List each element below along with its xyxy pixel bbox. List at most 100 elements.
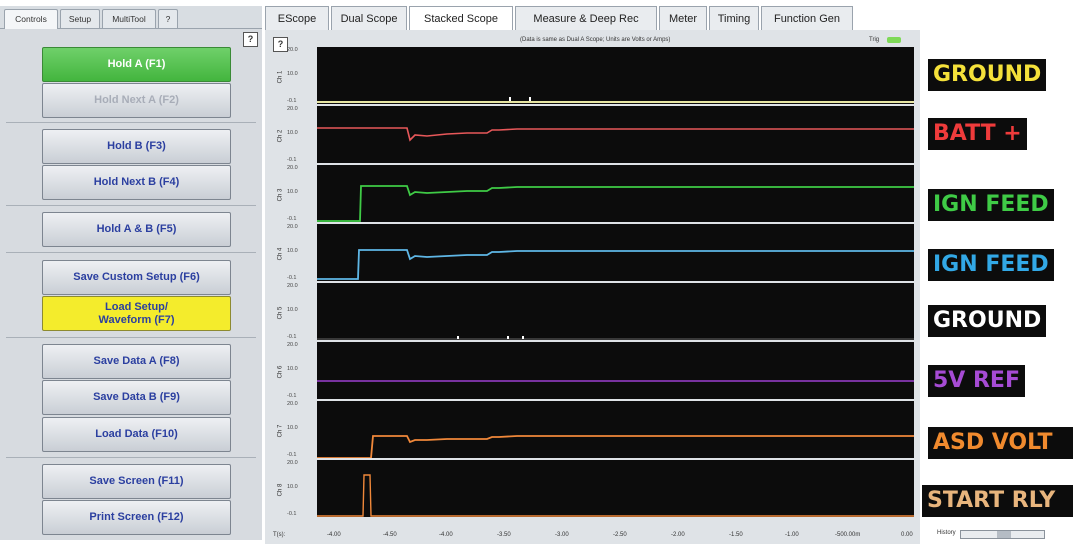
channel-label: Ch 2 [277, 129, 283, 142]
slider-thumb[interactable] [997, 531, 1011, 538]
left-tab-controls[interactable]: Controls [4, 9, 58, 29]
y-tick: 10.0 [287, 366, 298, 372]
channel-7: Ch 7 20.0 10.0 -0.1 [265, 401, 920, 460]
channel-4-trace [317, 249, 914, 280]
y-tick: 10.0 [287, 71, 298, 77]
y-tick: 20.0 [287, 224, 298, 230]
y-tick: -0.1 [287, 452, 297, 458]
tab-function-gen[interactable]: Function Gen [761, 6, 853, 30]
y-tick: -0.1 [287, 393, 297, 399]
tab-escope[interactable]: EScope [265, 6, 329, 30]
y-tick: -0.1 [287, 216, 297, 222]
y-tick: 20.0 [287, 47, 298, 53]
save-screen-button[interactable]: Save Screen (F11) [42, 464, 231, 499]
x-axis-label: T(s): [273, 532, 286, 538]
tab-meter[interactable]: Meter [659, 6, 707, 30]
channel-label: Ch 5 [277, 306, 283, 319]
channel-label: Ch 3 [277, 188, 283, 201]
noise-mark [507, 336, 509, 339]
channel-3-trace [317, 185, 914, 222]
signal-label-5v-ref: 5V REF [928, 365, 1025, 397]
scope-tab-bar: EScope Dual Scope Stacked Scope Measure … [265, 6, 1073, 30]
signal-label-batt: BATT + [928, 118, 1027, 150]
x-tick: -4.00 [327, 532, 341, 538]
tab-stacked-scope[interactable]: Stacked Scope [409, 6, 513, 30]
x-tick: -3.00 [555, 532, 569, 538]
divider [6, 252, 256, 253]
history-label: History [937, 530, 956, 536]
left-tab-bar: Controls Setup MultiTool ? [0, 6, 262, 29]
y-tick: 20.0 [287, 283, 298, 289]
history-slider[interactable] [960, 530, 1045, 539]
help-button[interactable]: ? [243, 32, 258, 47]
channel-label: Ch 1 [277, 70, 283, 83]
y-tick: 20.0 [287, 401, 298, 407]
signal-label-start-rly: START RLY [922, 485, 1073, 517]
noise-mark [509, 97, 511, 101]
load-data-button[interactable]: Load Data (F10) [42, 417, 231, 452]
noise-mark [529, 97, 531, 101]
hold-next-a-button[interactable]: Hold Next A (F2) [42, 83, 231, 118]
y-tick: 10.0 [287, 425, 298, 431]
x-tick: -1.50 [729, 532, 743, 538]
channel-label: Ch 6 [277, 365, 283, 378]
y-tick: 10.0 [287, 248, 298, 254]
noise-mark [522, 336, 524, 339]
y-tick: 10.0 [287, 189, 298, 195]
channel-6: Ch 6 20.0 10.0 -0.1 [265, 342, 920, 401]
y-tick: -0.1 [287, 98, 297, 104]
tab-measure-deep-rec[interactable]: Measure & Deep Rec [515, 6, 657, 30]
x-tick: -2.00 [671, 532, 685, 538]
signal-label-ign-feed-2: IGN FEED [928, 249, 1054, 281]
channel-1-plot [317, 47, 914, 104]
y-tick: 20.0 [287, 460, 298, 466]
y-tick: 10.0 [287, 484, 298, 490]
channel-3-plot [317, 165, 914, 222]
y-tick: 10.0 [287, 130, 298, 136]
save-custom-setup-button[interactable]: Save Custom Setup (F6) [42, 260, 231, 295]
channel-4-plot [317, 224, 914, 281]
channel-2: Ch 2 20.0 10.0 -0.1 [265, 106, 920, 165]
hold-a-and-b-button[interactable]: Hold A & B (F5) [42, 212, 231, 247]
channel-label: Ch 8 [277, 483, 283, 496]
channel-3: Ch 3 20.0 10.0 -0.1 [265, 165, 920, 224]
channel-label: Ch 7 [277, 424, 283, 437]
channel-label: Ch 4 [277, 247, 283, 260]
hold-next-b-button[interactable]: Hold Next B (F4) [42, 165, 231, 200]
x-tick: -500.00m [835, 532, 861, 538]
controls-panel: ? Hold A (F1) Hold Next A (F2) Hold B (F… [0, 29, 262, 540]
trig-label: Trig [869, 37, 880, 43]
save-data-a-button[interactable]: Save Data A (F8) [42, 344, 231, 379]
hold-b-button[interactable]: Hold B (F3) [42, 129, 231, 164]
scope-help-button[interactable]: ? [273, 37, 288, 52]
y-tick: 20.0 [287, 165, 298, 171]
x-tick: 0.00 [901, 532, 913, 538]
tab-dual-scope[interactable]: Dual Scope [331, 6, 407, 30]
noise-mark [457, 336, 459, 339]
print-screen-button[interactable]: Print Screen (F12) [42, 500, 231, 535]
channel-5-plot [317, 283, 914, 340]
stacked-scope: ? (Data is same as Dual A Scope; Units a… [265, 30, 920, 544]
x-tick: -1.00 [785, 532, 799, 538]
load-setup-waveform-button[interactable]: Load Setup/ Waveform (F7) [42, 296, 231, 331]
left-tab-setup[interactable]: Setup [60, 9, 100, 28]
signal-label-asd-volt: ASD VOLT [928, 427, 1073, 459]
channel-1: Ch 1 20.0 10.0 -0.1 [265, 47, 920, 106]
channel-4: Ch 4 20.0 10.0 -0.1 [265, 224, 920, 283]
signal-label-ign-feed-1: IGN FEED [928, 189, 1054, 221]
channel-5: Ch 5 20.0 10.0 -0.1 [265, 283, 920, 342]
left-tab-multitool[interactable]: MultiTool [102, 9, 156, 28]
channel-7-trace [317, 435, 914, 458]
scope-caption: (Data is same as Dual A Scope; Units are… [520, 37, 671, 43]
y-tick: -0.1 [287, 157, 297, 163]
channel-8-plot [317, 460, 914, 517]
channel-2-trace [317, 127, 914, 142]
hold-a-button[interactable]: Hold A (F1) [42, 47, 231, 82]
tab-timing[interactable]: Timing [709, 6, 759, 30]
signal-label-ground-2: GROUND [928, 305, 1047, 337]
left-tab-help[interactable]: ? [158, 9, 178, 28]
save-data-b-button[interactable]: Save Data B (F9) [42, 380, 231, 415]
y-tick: 10.0 [287, 307, 298, 313]
trig-indicator [887, 37, 901, 43]
channel-2-plot [317, 106, 914, 163]
